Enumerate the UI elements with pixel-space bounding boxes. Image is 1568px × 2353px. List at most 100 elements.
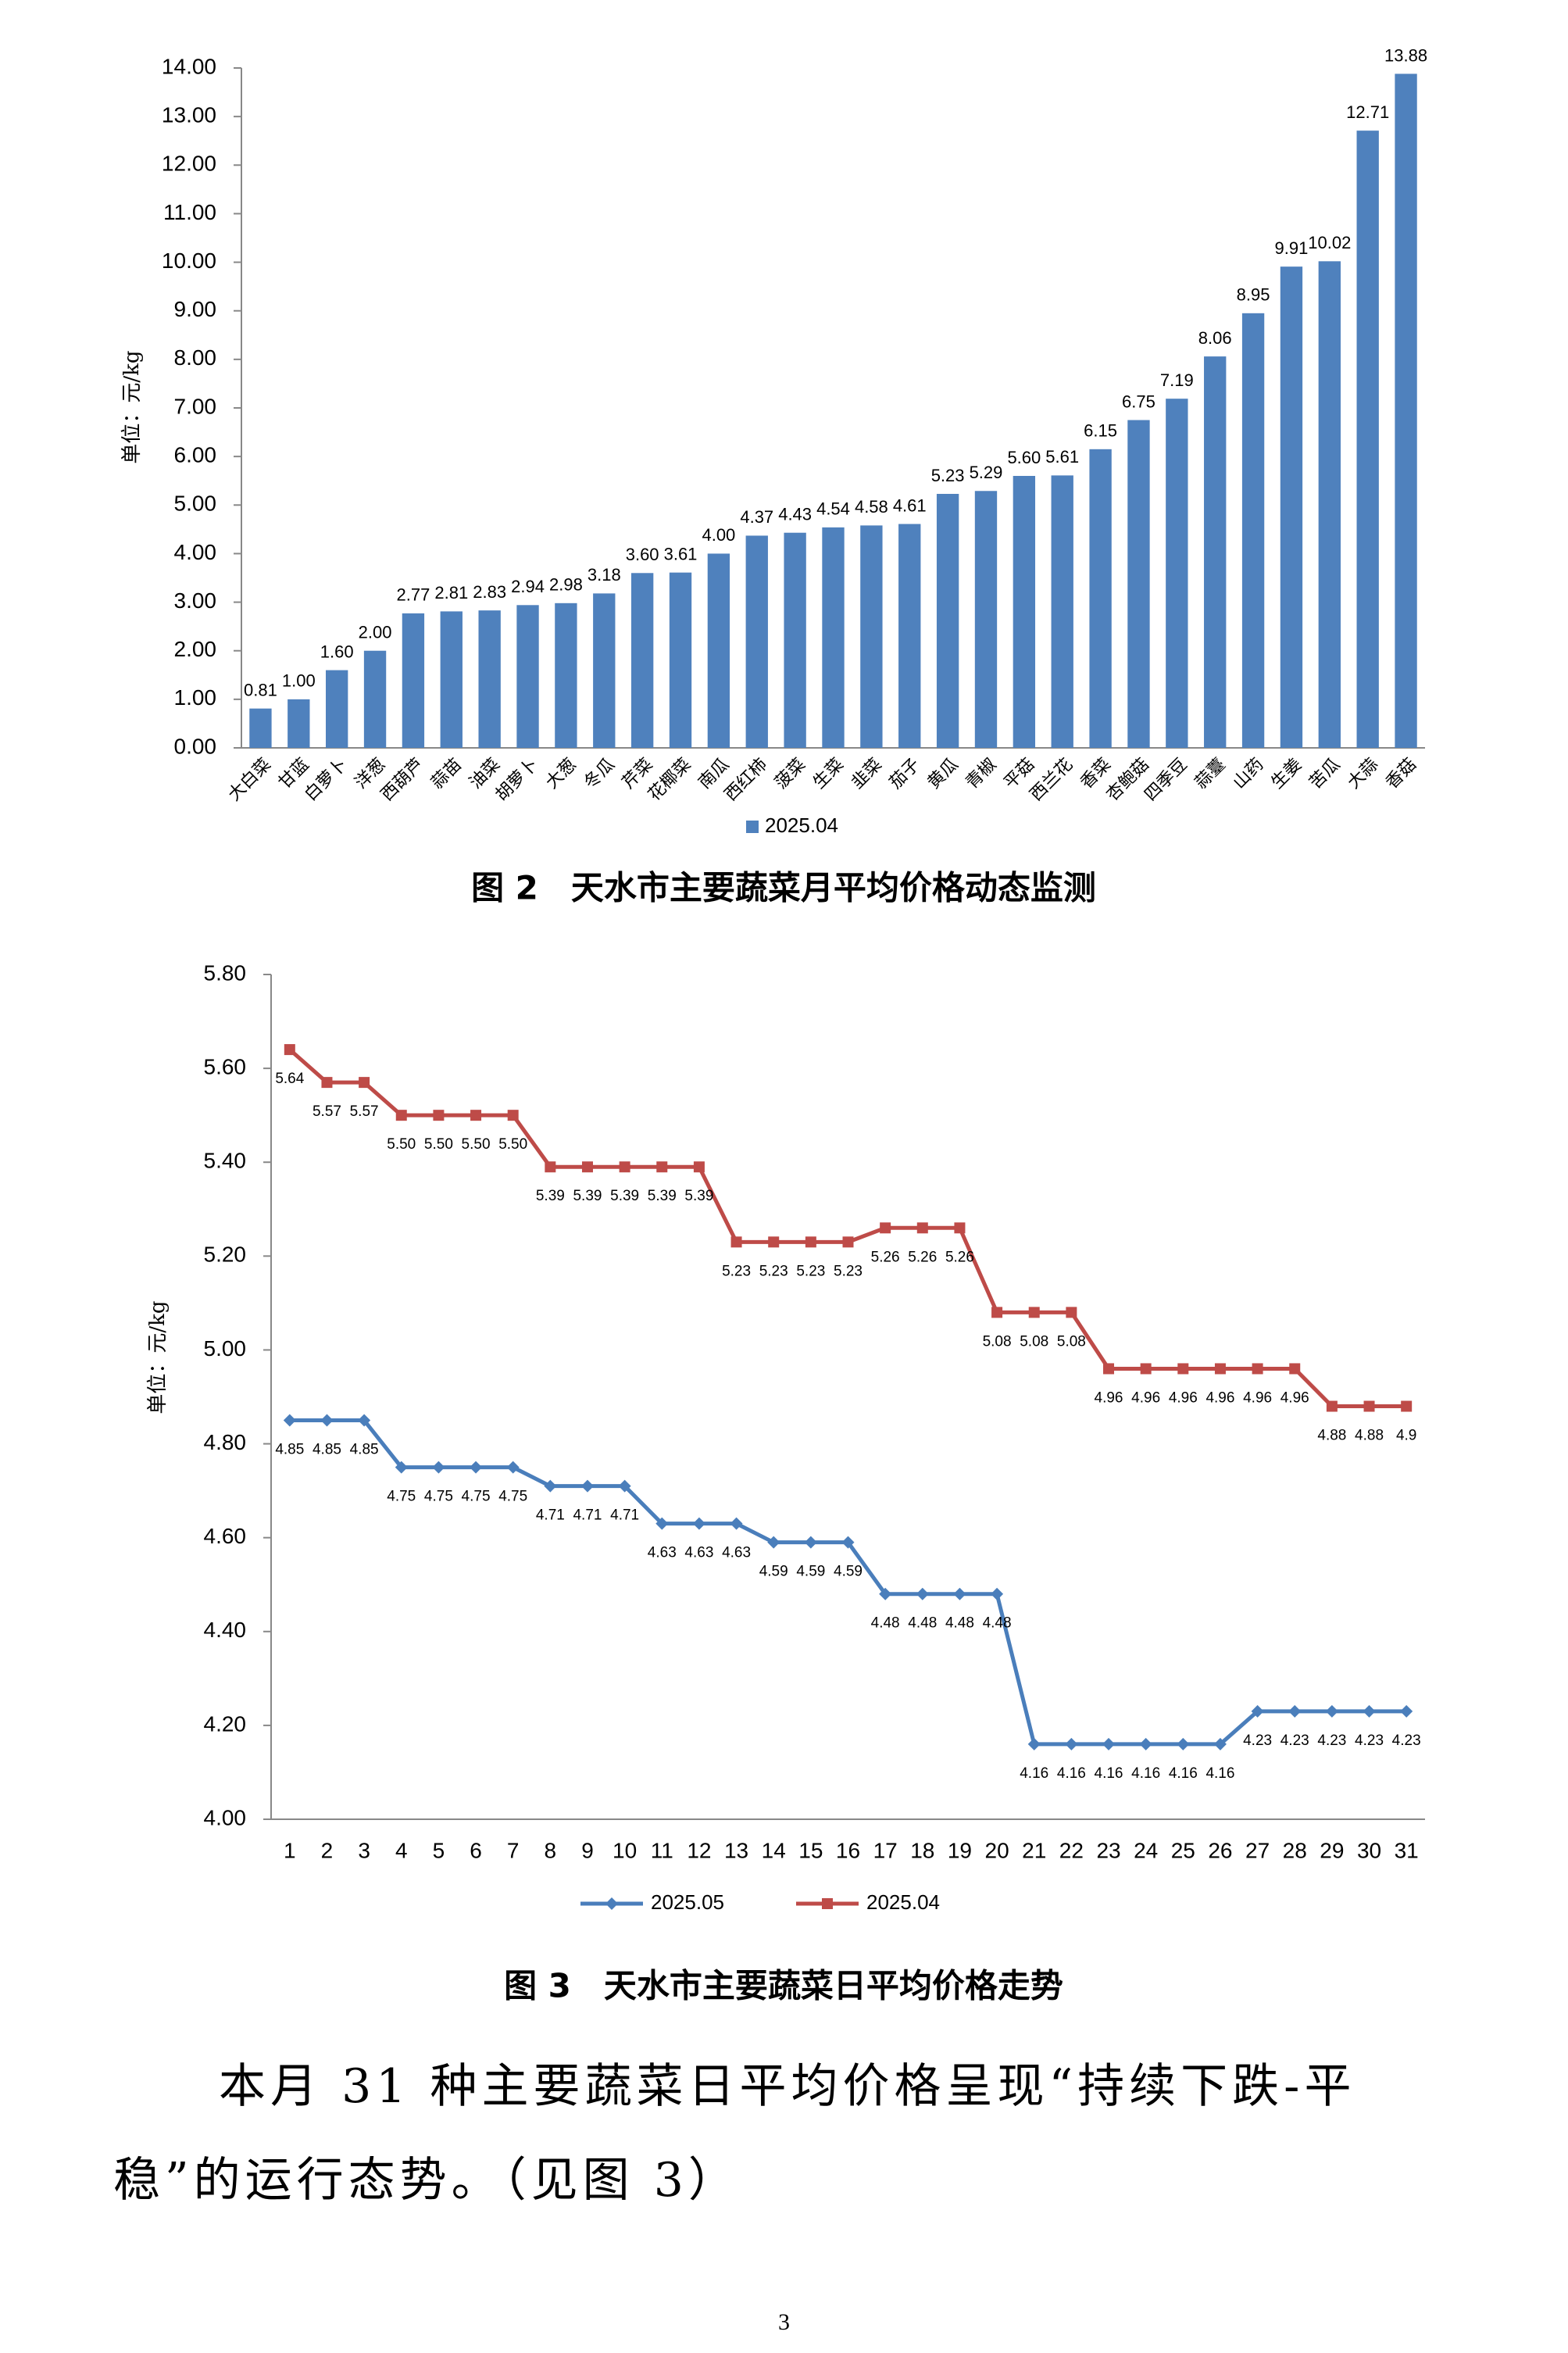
bar [478, 610, 501, 748]
bar [860, 525, 883, 748]
bar [898, 524, 921, 748]
marker [284, 1044, 295, 1056]
bar [249, 708, 272, 748]
bar [363, 650, 387, 748]
x-tick-label: 14 [762, 1838, 786, 1862]
marker [544, 1479, 557, 1493]
x-tick-label: 四季豆 [1141, 755, 1191, 805]
marker [1325, 1704, 1338, 1718]
marker [991, 1307, 1003, 1318]
data-label: 5.61 [1045, 447, 1079, 467]
bar [1395, 73, 1417, 748]
data-label: 2.81 [434, 583, 468, 603]
data-label: 4.59 [796, 1564, 825, 1580]
data-label: 5.08 [983, 1333, 1012, 1350]
x-tick-label: 8 [545, 1838, 557, 1862]
y-tick-label: 10.00 [162, 249, 216, 273]
y-axis-title: 单位：元/kg [146, 1300, 170, 1414]
figure-caption: 图 3 天水市主要蔬菜日平均价格走势 [504, 1967, 1063, 2005]
bar [1089, 449, 1112, 748]
marker [655, 1517, 669, 1530]
x-tick-label: 蒜苗 [427, 755, 466, 793]
data-label: 4.75 [424, 1489, 453, 1505]
data-label: 4.88 [1355, 1428, 1384, 1444]
marker [1177, 1737, 1190, 1750]
data-label: 5.39 [684, 1188, 713, 1204]
data-label: 4.16 [1169, 1765, 1198, 1782]
x-tick-label: 大白菜 [225, 755, 275, 805]
y-tick-label: 4.80 [204, 1430, 247, 1454]
x-tick-label: 12 [687, 1838, 711, 1862]
data-label: 0.81 [244, 680, 277, 699]
x-tick-label: 31 [1395, 1838, 1419, 1862]
x-tick-label: 山药 [1230, 755, 1268, 793]
x-tick-label: 西兰花 [1027, 755, 1077, 805]
data-label: 4.23 [1317, 1733, 1346, 1749]
data-label: 5.50 [424, 1136, 453, 1153]
marker [1288, 1704, 1302, 1718]
marker [432, 1461, 445, 1474]
data-label: 2.98 [549, 575, 583, 595]
x-tick-label: 24 [1134, 1838, 1158, 1862]
x-tick-label: 菠菜 [771, 755, 809, 793]
data-label: 4.59 [759, 1564, 788, 1580]
y-tick-label: 14.00 [162, 54, 216, 78]
marker [1028, 1307, 1040, 1318]
marker [358, 1414, 371, 1427]
data-label: 1.00 [282, 671, 316, 691]
marker [1289, 1363, 1301, 1375]
x-tick-label: 17 [873, 1838, 898, 1862]
y-tick-label: 4.40 [204, 1618, 247, 1642]
x-tick-label: 16 [836, 1838, 860, 1862]
marker [693, 1161, 705, 1173]
data-label: 4.48 [945, 1615, 974, 1632]
x-tick-label: 香菇 [1382, 755, 1420, 793]
data-label: 5.60 [1007, 448, 1041, 467]
y-tick-label: 5.60 [204, 1055, 247, 1079]
data-label: 4.16 [1020, 1765, 1048, 1782]
marker [1139, 1737, 1152, 1750]
data-label: 2.94 [511, 577, 545, 596]
paragraph: 本月 31 种主要蔬菜日平均价格呈现“持续下跌-平稳”的运行态势。（见图 3） [113, 2059, 1356, 2208]
data-label: 4.61 [893, 495, 927, 515]
data-label: 4.63 [722, 1545, 751, 1561]
marker [581, 1161, 593, 1173]
data-label: 8.06 [1198, 328, 1232, 348]
data-label: 4.43 [778, 505, 812, 524]
x-tick-label: 杏鲍菇 [1103, 755, 1153, 805]
data-label: 5.50 [462, 1136, 491, 1153]
data-label: 4.9 [1396, 1428, 1416, 1444]
bar [1051, 475, 1073, 748]
page-number: 3 [778, 2309, 790, 2335]
bar [1013, 476, 1036, 748]
data-label: 4.16 [1057, 1765, 1086, 1782]
x-tick-label: 白萝卜 [301, 755, 351, 805]
x-tick-label: 18 [910, 1838, 934, 1862]
data-label: 4.16 [1095, 1765, 1123, 1782]
y-tick-label: 13.00 [162, 103, 216, 127]
bar [1280, 266, 1303, 748]
marker [822, 1898, 833, 1909]
y-tick-label: 2.00 [174, 637, 217, 661]
bar [784, 532, 806, 748]
bar [745, 535, 768, 748]
bar [326, 670, 348, 748]
x-tick-label: 西葫芦 [377, 755, 427, 805]
data-label: 4.96 [1169, 1389, 1198, 1406]
bar [936, 493, 959, 748]
x-tick-label: 26 [1208, 1838, 1232, 1862]
legend-label: 2025.04 [765, 814, 838, 837]
data-label: 8.95 [1237, 285, 1270, 305]
x-tick-label: 6 [470, 1838, 482, 1862]
x-tick-label: 21 [1022, 1838, 1046, 1862]
y-tick-label: 12.00 [162, 152, 216, 176]
x-tick-label: 胡萝卜 [492, 755, 542, 805]
marker [395, 1110, 407, 1121]
legend-swatch [746, 821, 759, 833]
y-tick-label: 5.40 [204, 1149, 247, 1173]
data-label: 4.48 [871, 1615, 900, 1632]
bar [288, 699, 310, 748]
data-label: 5.23 [759, 1263, 788, 1279]
data-label: 6.75 [1122, 392, 1155, 411]
x-tick-label: 13 [724, 1838, 748, 1862]
